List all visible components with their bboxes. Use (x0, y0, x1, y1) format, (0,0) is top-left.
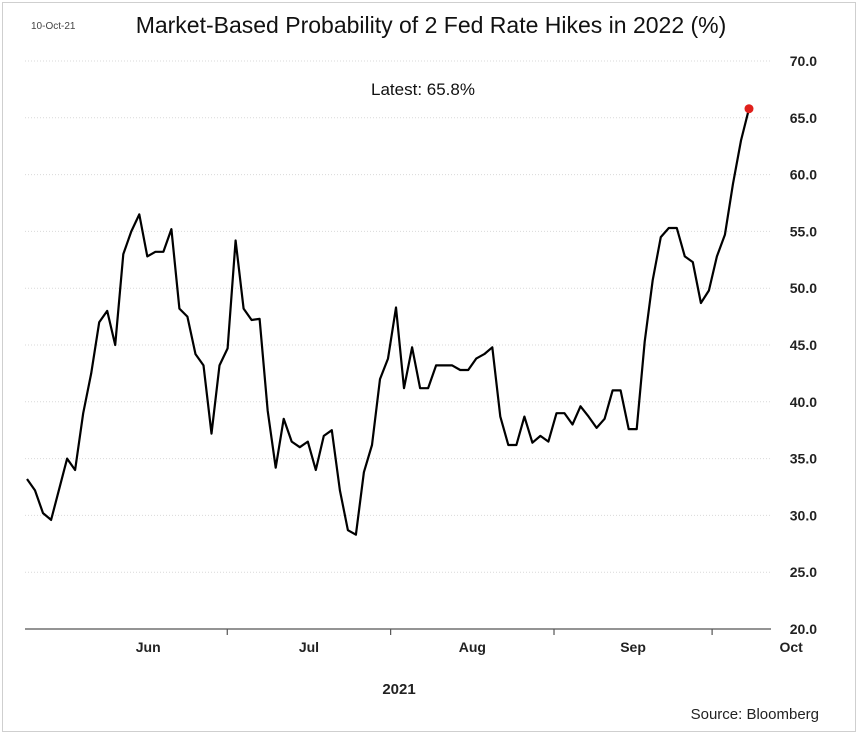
x-tick-label: Oct (779, 639, 803, 655)
latest-annotation: Latest: 65.8% (371, 80, 475, 99)
x-axis: Jun Jul Aug Sep Oct (25, 628, 803, 655)
x-tick-label: Sep (620, 639, 646, 655)
y-tick-label: 25.0 (790, 564, 817, 580)
y-tick-label: 60.0 (790, 167, 817, 183)
y-tick-label: 35.0 (790, 451, 817, 467)
y-tick-label: 40.0 (790, 394, 817, 410)
y-tick-label: 65.0 (790, 110, 817, 126)
x-tick-label: Aug (459, 639, 486, 655)
x-tick-label: Jul (299, 639, 319, 655)
gridlines (25, 60, 771, 573)
series-layer (26, 104, 754, 536)
source-note: Source: Bloomberg (691, 706, 819, 723)
y-axis-ticks: 20.0 25.0 30.0 35.0 40.0 45.0 50.0 55.0 60.0 65.0… (790, 53, 817, 637)
y-tick-label: 20.0 (790, 621, 817, 637)
chart-title: Market-Based Probability of 2 Fed Rate H… (136, 12, 727, 38)
x-axis-label: 2021 (382, 681, 415, 698)
chart: 10-Oct-21 Market-Based Probability of 2 … (25, 12, 819, 723)
y-tick-label: 30.0 (790, 507, 817, 523)
y-tick-label: 55.0 (790, 223, 817, 239)
y-tick-label: 50.0 (790, 280, 817, 296)
latest-point-marker (744, 104, 754, 114)
x-tick-label: Jun (136, 639, 161, 655)
y-tick-label: 45.0 (790, 337, 817, 353)
probability-line (26, 108, 751, 536)
y-tick-label: 70.0 (790, 53, 817, 69)
date-stamp: 10-Oct-21 (31, 21, 76, 32)
